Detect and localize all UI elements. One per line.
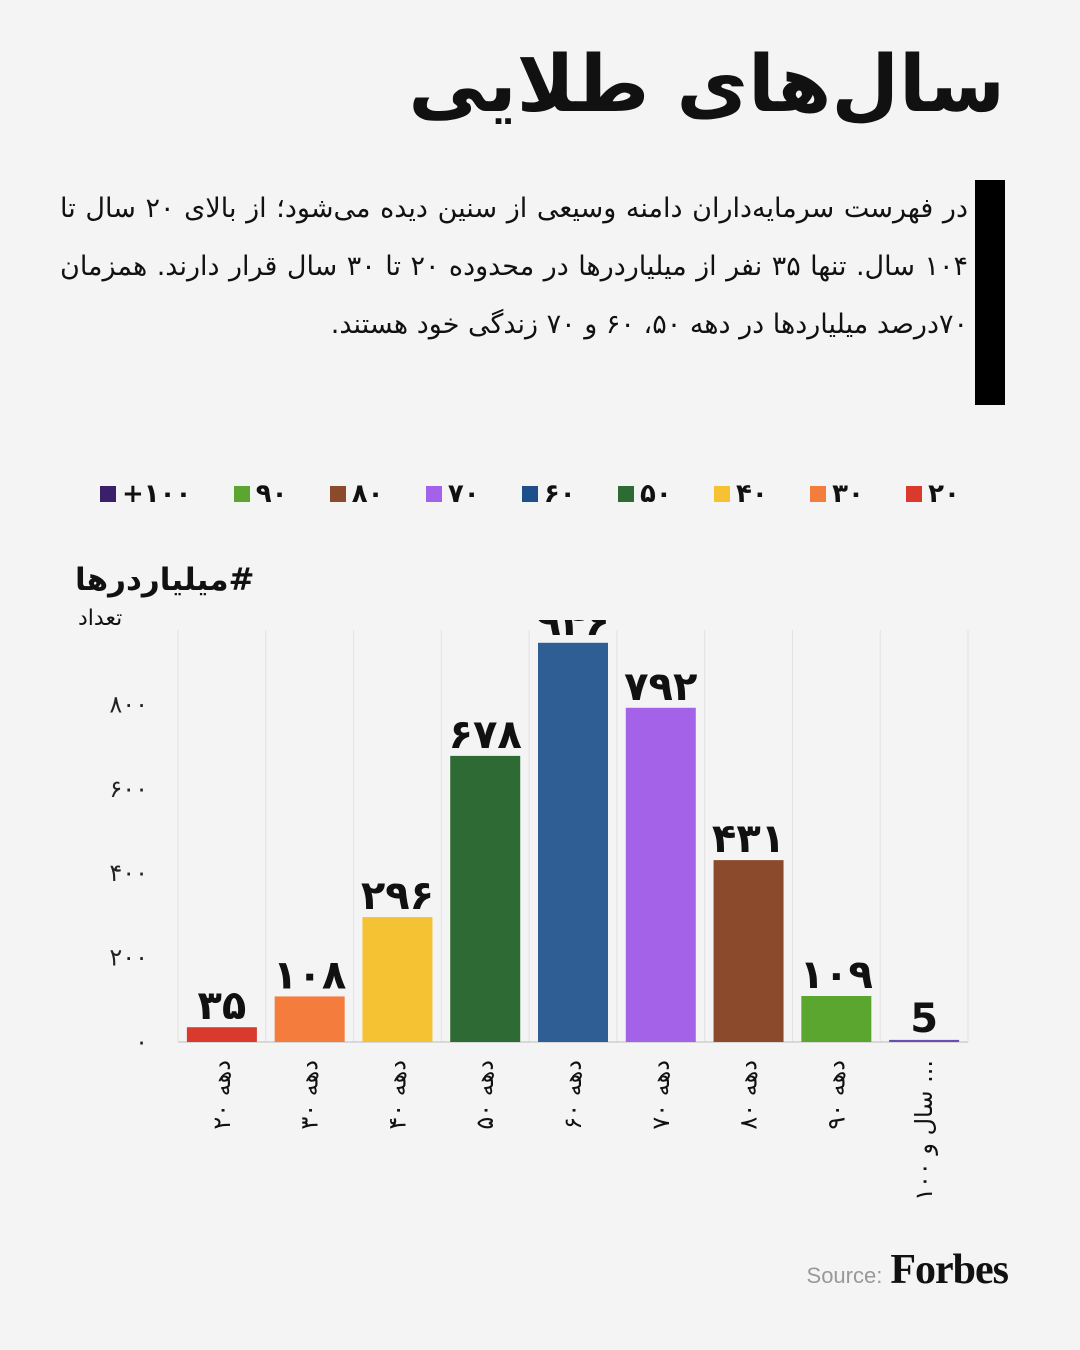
y-tick-label: ۸۰۰	[109, 690, 148, 718]
forbes-logo: Forbes	[890, 1247, 1009, 1293]
legend-label: ۵۰	[639, 479, 672, 509]
legend-swatch	[329, 486, 346, 502]
page-title: سال‌های طلایی	[408, 40, 1006, 130]
legend-label: ۸۰	[351, 479, 384, 509]
legend-swatch	[521, 486, 538, 502]
legend-item-90: ۹۰	[233, 479, 288, 509]
x-tick-label: دهه ۹۰	[822, 1060, 850, 1130]
bar-chart: ۰ ۲۰۰ ۴۰۰ ۶۰۰ ۸۰۰ ۳۵ دهه ۲۰ ۱۰۸ دهه ۳۰ ۲۹۶ دهه ۴۰ ۶…	[109, 620, 969, 1201]
y-tick-label: ۶۰۰	[109, 775, 148, 803]
bar-value-label: ۷۹۲	[624, 664, 697, 710]
source-label: Source:	[806, 1263, 883, 1288]
y-axis-title: میلیاردرها#	[75, 562, 255, 598]
legend-swatch	[810, 486, 827, 502]
bar	[713, 860, 784, 1042]
legend-swatch	[100, 486, 116, 502]
bar	[889, 1039, 960, 1042]
x-tick-label: ۱۰۰ سال و ...	[910, 1060, 938, 1201]
bar-value-label: ۹۴۶	[536, 620, 609, 645]
bar-value-label: ۴۳۱	[712, 816, 785, 862]
y-tick-label: ۲۰۰	[109, 944, 148, 972]
description-text: در فهرست سرمایه‌داران دامنه وسیعی از سنی…	[60, 193, 968, 340]
x-tick-label: دهه ۸۰	[735, 1060, 763, 1130]
x-tick-label: دهه ۲۰	[208, 1060, 236, 1130]
legend-item-80: ۸۰	[329, 479, 384, 509]
legend-item-100: +۱۰۰	[100, 479, 191, 509]
bar	[274, 996, 345, 1042]
legend-swatch	[617, 486, 634, 502]
legend-swatch	[714, 486, 731, 502]
legend-item-70: ۷۰	[425, 479, 480, 509]
bar-value-label: ۱۰۸	[273, 952, 346, 998]
legend-label: ۳۰	[832, 479, 864, 509]
x-tick-label: دهه ۶۰	[559, 1060, 587, 1130]
legend-item-30: ۳۰	[810, 479, 864, 509]
legend-label: ۹۰	[255, 479, 288, 509]
legend-item-50: ۵۰	[617, 479, 672, 509]
bar-value-label: ۳۵	[197, 983, 246, 1029]
x-tick-label: دهه ۴۰	[383, 1060, 411, 1130]
bar-value-label: ۶۷۸	[449, 712, 522, 758]
bar-value-label: 5	[910, 996, 938, 1042]
y-tick-label: ۰	[135, 1028, 148, 1056]
legend-swatch	[233, 486, 250, 502]
bar	[538, 642, 608, 1042]
bar	[801, 996, 872, 1042]
bar	[362, 917, 433, 1042]
legend-item-40: ۴۰	[714, 479, 768, 509]
chart-legend: +۱۰۰ ۹۰ ۸۰ ۷۰ ۶۰ ۵۰ ۴۰ ۳۰ ۲۰	[100, 474, 960, 514]
description-accent-bar	[975, 180, 1005, 405]
legend-item-60: ۶۰	[521, 479, 576, 509]
x-tick-label: دهه ۷۰	[647, 1060, 675, 1130]
legend-label: ۴۰	[736, 479, 768, 509]
x-tick-label: دهه ۳۰	[296, 1060, 324, 1130]
bar-value-label: ۲۹۶	[361, 873, 434, 919]
x-tick-label: دهه ۵۰	[471, 1060, 499, 1130]
bar	[186, 1027, 257, 1042]
legend-label: ۷۰	[447, 479, 480, 509]
source-credit: Source: Forbes	[806, 1246, 1009, 1294]
legend-label: ۶۰	[543, 479, 576, 509]
legend-item-20: ۲۰	[906, 479, 960, 509]
legend-label: +۱۰۰	[122, 479, 192, 509]
bar	[625, 707, 696, 1042]
legend-label: ۲۰	[928, 479, 960, 509]
y-tick-label: ۴۰۰	[109, 859, 148, 887]
y-axis-subtitle: تعداد	[78, 606, 123, 631]
legend-swatch	[906, 486, 923, 502]
legend-swatch	[425, 486, 442, 502]
bar	[450, 755, 521, 1042]
bar-value-label: ۱۰۹	[800, 952, 873, 998]
